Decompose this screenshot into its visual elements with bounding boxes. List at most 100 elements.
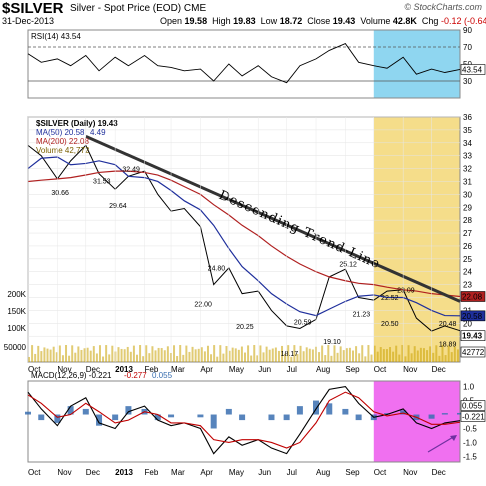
price-annotation: 18.17 — [281, 351, 299, 358]
volume-bar — [105, 345, 108, 362]
macd-histogram-bar — [268, 414, 275, 421]
trendline-label: Descending Trend-Line — [216, 188, 382, 272]
quote-date: 31-Dec-2013 — [2, 16, 55, 26]
x-axis-month-label-bottom: May — [229, 468, 244, 477]
macd-histogram-bar — [313, 400, 319, 415]
volume-bar — [327, 345, 330, 362]
volume-bar — [74, 352, 77, 362]
price-annotation: 22.00 — [194, 302, 212, 309]
price-tick-label: 34 — [463, 139, 472, 148]
macd-tick-label: -0.5 — [463, 424, 477, 433]
volume-bar — [92, 346, 95, 362]
volume-bar — [120, 348, 123, 362]
ma200-value-tag-box — [460, 291, 486, 302]
volume-bar — [129, 351, 132, 362]
volume-bar — [188, 351, 191, 362]
macd-hist-tag: 0.055 — [462, 402, 483, 411]
x-axis-month-label-bottom: Apr — [200, 468, 213, 477]
macd-panel-frame — [27, 380, 461, 463]
x-axis-month-label: Nov — [57, 365, 71, 374]
volume-bar — [284, 353, 287, 362]
volume-bar — [58, 345, 61, 362]
x-axis-month-label: Mar — [171, 365, 185, 374]
volume-bar — [166, 346, 169, 362]
volume-bar — [80, 349, 83, 362]
volume-bar — [330, 355, 333, 362]
x-axis-month-label-bottom: Nov — [403, 468, 417, 477]
volume-bar — [256, 355, 259, 362]
close-value-tag-box — [460, 330, 486, 341]
volume-bar — [77, 346, 80, 362]
macd-histogram-bar — [384, 413, 391, 415]
price-tick-label: 36 — [463, 113, 472, 122]
ma200-legend: MA(200) 22.08 — [36, 137, 89, 146]
volume-bar — [271, 348, 274, 362]
volume-value-tag: 42772 — [462, 348, 485, 357]
volume-bar — [429, 346, 432, 362]
volume-value-tag-box — [460, 346, 486, 358]
ma50-legend: MA(50) 20.58 — [36, 128, 85, 137]
volume-bar — [395, 345, 398, 362]
volume-bar — [108, 354, 111, 362]
price-annotation: 23.09 — [397, 287, 415, 294]
x-axis-month-label-bottom: Aug — [316, 468, 330, 477]
volume-bar — [185, 345, 188, 362]
volume-bar — [244, 352, 246, 362]
x-axis-month-label: Dec — [86, 365, 100, 374]
price-highlight-zone — [373, 117, 460, 362]
x-axis-month-label-bottom: Feb — [145, 468, 159, 477]
volume-bar — [200, 347, 203, 362]
volume-bar — [358, 353, 361, 362]
price-tick-label: 31 — [463, 177, 472, 186]
ma200-line — [27, 170, 461, 298]
x-axis-month-label: Oct — [28, 365, 41, 374]
volume-bar — [145, 345, 148, 362]
volume-tick-label: 200K — [7, 290, 26, 299]
macd-histogram-bar — [441, 413, 448, 415]
price-annotation: 18.89 — [439, 342, 457, 349]
volume-bar — [441, 345, 444, 362]
brand-watermark: © StockCharts.com — [404, 2, 482, 12]
volume-bar — [157, 347, 160, 362]
volume-bar — [382, 349, 385, 362]
macd-histogram-bar — [342, 408, 349, 415]
volume-bar — [52, 346, 55, 362]
volume-tick-label: 50000 — [4, 343, 27, 352]
volume-bar — [40, 351, 43, 362]
volume-bar — [136, 354, 138, 362]
price-tick-label: 28 — [463, 216, 472, 225]
price-annotation: 31.53 — [93, 179, 111, 186]
x-axis-month-label-bottom: Oct — [374, 468, 387, 477]
volume-bar — [453, 346, 456, 362]
signal-legend: -0.277 — [124, 371, 147, 380]
volume-bar — [61, 355, 64, 362]
macd-tick-label: 1.0 — [463, 383, 475, 392]
volume-bar — [148, 353, 151, 362]
macd-histogram-bar — [125, 406, 132, 415]
volume-bar — [142, 356, 145, 362]
rsi-value-tag-box — [460, 64, 486, 75]
volume-bar — [385, 349, 388, 362]
volume-bar — [55, 352, 58, 362]
signal-line — [27, 391, 461, 449]
rsi-line — [27, 43, 461, 84]
volume-bar — [216, 356, 219, 362]
volume-bar — [392, 351, 395, 362]
volume-bar — [46, 348, 49, 362]
rsi-legend: RSI(14) 43.54 — [31, 32, 81, 41]
volume-bar — [206, 345, 209, 362]
volume-bar — [352, 350, 354, 362]
price-annotation: 25.12 — [339, 261, 357, 268]
macd-histogram-bar — [225, 408, 232, 415]
volume-bar — [361, 345, 364, 362]
x-axis-month-label-bottom: Jul — [287, 468, 297, 477]
volume-bar — [373, 345, 376, 362]
price-tick-label: 25 — [463, 255, 472, 264]
ma50-value-tag-box — [460, 310, 486, 322]
volume-bar — [203, 351, 206, 362]
quote-summary: Open 19.58 High 19.83 Low 18.72 Close 19… — [160, 16, 486, 26]
volume-bar — [126, 346, 129, 362]
volume-bar — [240, 346, 243, 362]
volume-bar — [308, 348, 311, 362]
volume-bar — [290, 356, 293, 362]
